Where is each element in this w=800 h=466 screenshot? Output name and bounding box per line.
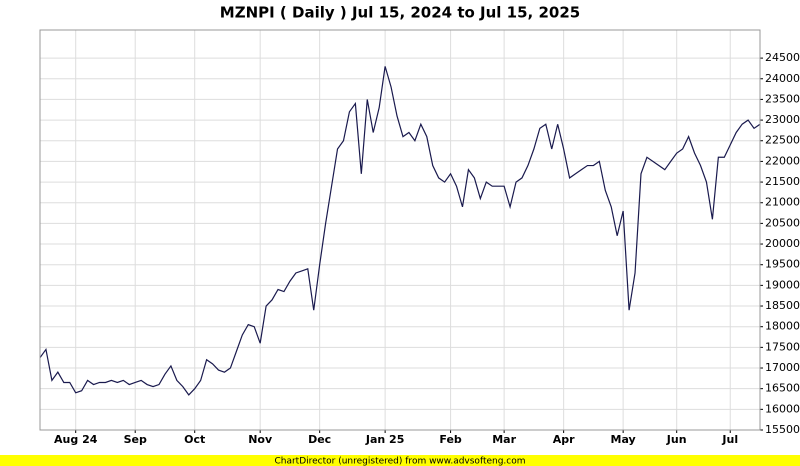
x-tick-label: May [611, 433, 636, 446]
y-tick-label: 23500 [765, 92, 800, 105]
x-tick-label: Jun [666, 433, 687, 446]
y-tick-label: 21000 [765, 196, 800, 209]
y-tick-label: 19500 [765, 258, 800, 271]
x-tick-label: Dec [308, 433, 331, 446]
x-tick-label: Jul [721, 433, 738, 446]
y-tick-label: 18000 [765, 320, 800, 333]
x-tick-label: Aug 24 [54, 433, 98, 446]
y-tick-label: 17500 [765, 340, 800, 353]
footer-text: ChartDirector (unregistered) from www.ad… [274, 457, 525, 466]
y-tick-label: 18500 [765, 299, 800, 312]
footer-bar [0, 455, 800, 466]
price-line [39, 66, 761, 396]
y-tick-label: 16500 [765, 382, 800, 395]
x-tick-label: Mar [492, 433, 516, 446]
plot-border [39, 29, 761, 431]
plot-area [39, 29, 761, 431]
y-tick-label: 16000 [765, 402, 800, 415]
y-tick-label: 15500 [765, 423, 800, 436]
y-tick-label: 22000 [765, 154, 800, 167]
y-tick-label: 24000 [765, 72, 800, 85]
y-tick-label: 23000 [765, 113, 800, 126]
x-tick-label: Feb [439, 433, 462, 446]
y-tick-label: 24500 [765, 51, 800, 64]
y-tick-label: 21500 [765, 175, 800, 188]
y-tick-label: 20500 [765, 216, 800, 229]
x-tick-label: Sep [124, 433, 147, 446]
x-tick-label: Apr [553, 433, 575, 446]
y-tick-label: 17000 [765, 361, 800, 374]
y-tick-label: 19000 [765, 278, 800, 291]
y-tick-label: 22500 [765, 134, 800, 147]
x-tick-label: Nov [248, 433, 273, 446]
x-tick-label: Jan 25 [365, 433, 404, 446]
chart-title: MZNPI ( Daily ) Jul 15, 2024 to Jul 15, … [220, 4, 580, 22]
y-tick-label: 20000 [765, 237, 800, 250]
x-tick-label: Oct [184, 433, 205, 446]
